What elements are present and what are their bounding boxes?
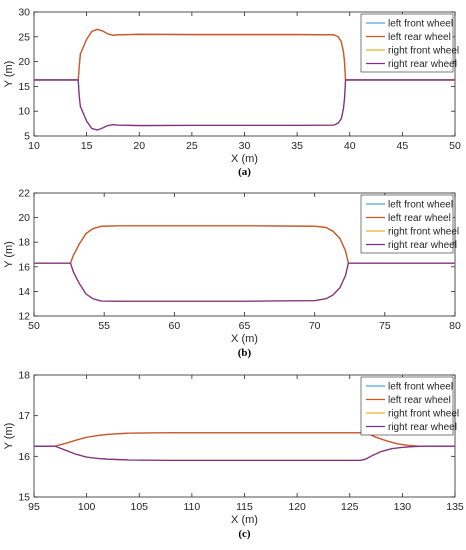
- x-tick-label: 130: [394, 501, 412, 513]
- y-tick-label: 30: [18, 7, 30, 19]
- series-line-left-rear-wheel: [34, 432, 425, 447]
- x-tick-label: 80: [449, 320, 461, 332]
- series-group: [34, 432, 455, 462]
- y-tick-label: 18: [18, 237, 30, 249]
- series-line-right-rear-wheel: [34, 79, 455, 131]
- x-tick-label: 115: [236, 501, 253, 513]
- x-tick-label: 95: [28, 501, 40, 513]
- x-tick-label: 50: [449, 140, 461, 152]
- x-tick-label: 30: [239, 140, 251, 152]
- series-line-left-rear-wheel: [34, 28, 455, 81]
- x-tick-label: 105: [130, 501, 148, 513]
- legend: left front wheel left rear wheel right fro…: [360, 13, 459, 73]
- y-tick-label: 22: [18, 188, 30, 200]
- legend-entry: left rear wheel: [388, 213, 451, 224]
- legend-entry: right rear wheel: [388, 59, 457, 70]
- x-tick-label: 35: [291, 140, 303, 152]
- x-axis-label: X (m): [231, 514, 258, 526]
- chart-panel-2: 50 55 60 65 70 75 80 12 14 16 18 20 22 X (m) Y (m) left…: [3, 188, 461, 360]
- x-tick-label: 40: [344, 140, 356, 152]
- x-tick-label: 60: [168, 320, 180, 332]
- x-tick-label: 135: [446, 501, 464, 513]
- y-axis-label: Y (m): [3, 423, 15, 450]
- x-tick-label: 70: [309, 320, 321, 332]
- y-tick-label: 16: [18, 451, 30, 463]
- x-tick-label: 25: [186, 140, 198, 152]
- legend: left front wheel left rear wheel right fro…: [360, 194, 459, 254]
- legend-entry: left rear wheel: [388, 32, 451, 43]
- legend-box: [360, 13, 454, 73]
- legend-entry: left front wheel: [388, 200, 453, 211]
- x-tick-label: 15: [81, 140, 93, 152]
- x-tick-label: 100: [78, 501, 96, 513]
- panel-caption: (c): [238, 528, 251, 540]
- legend-entry: right front wheel: [388, 409, 459, 420]
- y-tick-label: 15: [18, 81, 30, 93]
- y-tick-label: 25: [18, 31, 30, 43]
- x-tick-label: 120: [288, 501, 306, 513]
- legend-entry: left front wheel: [388, 19, 453, 30]
- chart-panel-3: 95 100 105 110 115 120 125 130 135 15 16 17 18 X (m) Y…: [3, 370, 464, 541]
- legend-box: [360, 194, 454, 254]
- legend-entry: right front wheel: [388, 46, 459, 57]
- legend: left front wheel left rear wheel right fro…: [360, 376, 459, 436]
- x-tick-label: 10: [28, 140, 40, 152]
- y-tick-label: 14: [18, 286, 30, 298]
- y-axis-label: Y (m): [3, 61, 15, 88]
- x-tick-label: 125: [341, 501, 359, 513]
- y-tick-label: 16: [18, 261, 30, 273]
- x-axis-label: X (m): [231, 333, 258, 345]
- y-tick-label: 18: [18, 370, 30, 382]
- series-group: [34, 225, 455, 302]
- y-tick-label: 20: [18, 56, 30, 68]
- series-line-right-rear-wheel: [34, 262, 455, 302]
- series-line-left-rear-wheel: [34, 225, 455, 264]
- panel-caption: (b): [238, 347, 252, 359]
- series-group: [34, 28, 455, 131]
- legend-entry: right front wheel: [388, 227, 459, 238]
- legend-entry: left rear wheel: [388, 395, 451, 406]
- y-tick-label: 20: [18, 212, 30, 224]
- y-tick-label: 12: [18, 311, 30, 323]
- y-tick-label: 17: [18, 410, 30, 422]
- x-tick-label: 65: [239, 320, 251, 332]
- y-tick-label: 5: [24, 131, 30, 143]
- x-tick-label: 45: [397, 140, 409, 152]
- x-tick-label: 50: [28, 320, 40, 332]
- x-tick-label: 110: [184, 501, 201, 513]
- x-tick-label: 20: [133, 140, 145, 152]
- y-tick-label: 10: [18, 106, 30, 118]
- y-tick-label: 15: [18, 492, 30, 504]
- legend-entry: right rear wheel: [388, 422, 457, 433]
- x-tick-label: 75: [379, 320, 391, 332]
- x-axis-label: X (m): [231, 153, 258, 165]
- legend-entry: left front wheel: [388, 382, 453, 393]
- series-line-right-rear-wheel: [34, 445, 455, 462]
- legend-box: [360, 376, 454, 436]
- legend-entry: right rear wheel: [388, 240, 457, 251]
- x-tick-label: 55: [98, 320, 110, 332]
- panel-caption: (a): [238, 166, 251, 178]
- y-axis-label: Y (m): [3, 241, 15, 268]
